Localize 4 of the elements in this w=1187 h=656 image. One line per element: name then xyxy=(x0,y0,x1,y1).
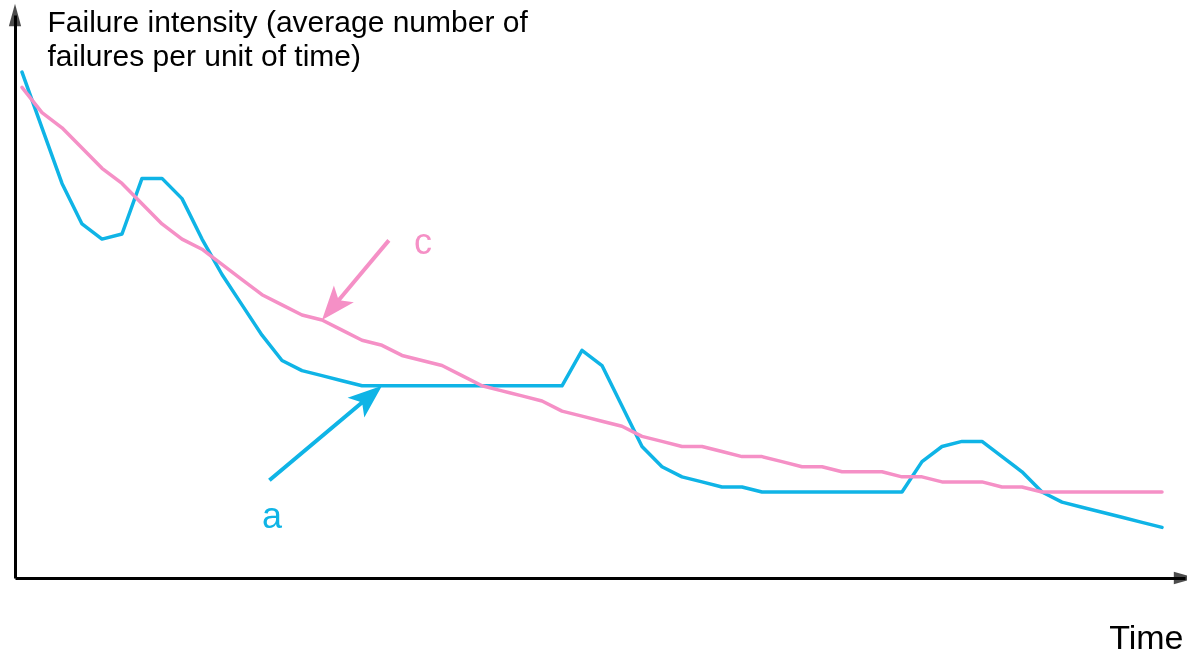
y-axis-title: Failure intensity (average number of failures per unit of time) xyxy=(47,4,529,72)
x-axis-title: Time xyxy=(1109,617,1184,656)
text: c xyxy=(414,221,432,263)
text: a xyxy=(261,494,283,536)
